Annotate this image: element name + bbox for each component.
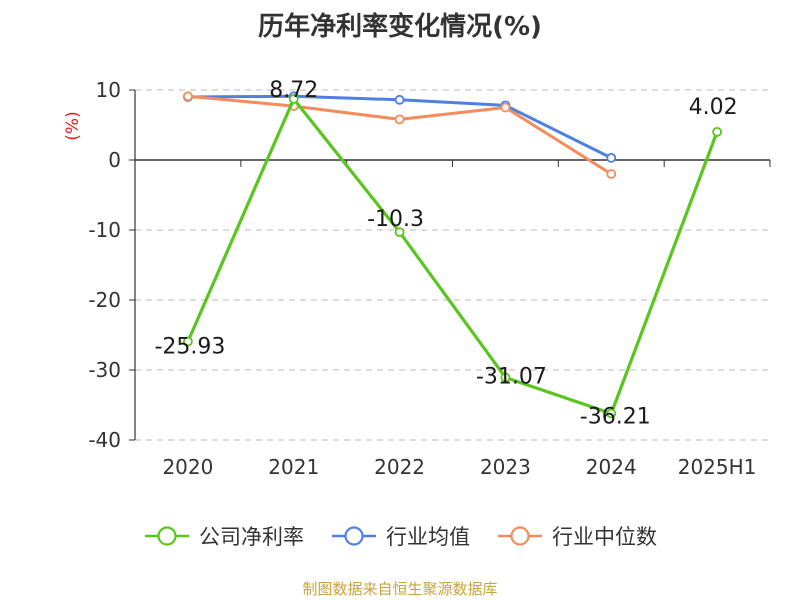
data-point (394, 227, 405, 238)
data-point (500, 102, 511, 113)
axes (129, 89, 771, 441)
data-label: -36.21 (580, 404, 651, 429)
x-tick-label: 2025H1 (678, 455, 757, 479)
x-tick-label: 2024 (586, 455, 637, 479)
legend-marker-circle (510, 526, 530, 546)
data-point (183, 91, 193, 102)
x-tick-label: 2023 (480, 455, 531, 479)
data-label: 4.02 (689, 95, 738, 120)
y-tick-label: 10 (96, 78, 121, 102)
data-point (394, 94, 405, 105)
line-chart: 10 0 -10 -20 -30 -40 2020 2021 2022 2023 2024 2025… (63, 78, 771, 479)
data-point (606, 169, 617, 179)
x-tick-label: 2020 (162, 455, 213, 479)
data-label: 8.72 (269, 78, 318, 103)
y-tick-label: -20 (88, 288, 121, 312)
data-label: -31.07 (476, 364, 547, 389)
legend: 公司净利率 行业均值 行业中位数 (0, 518, 800, 554)
x-tick-label: 2021 (268, 455, 319, 479)
data-point (500, 372, 511, 383)
chart-title: 历年净利率变化情况(%) (258, 12, 542, 42)
data-point (712, 126, 722, 137)
series-lines (183, 91, 722, 419)
legend-label: 公司净利率 (199, 525, 304, 549)
y-tick-label: -30 (88, 358, 121, 382)
legend-item-1: 行业均值 (330, 521, 470, 551)
y-tick-label: -40 (88, 428, 121, 452)
y-tick-label: 0 (108, 148, 121, 172)
x-tick-labels: 2020 2021 2022 2023 2024 2025H1 (162, 455, 756, 479)
legend-marker-icon (332, 526, 376, 546)
data-point (183, 336, 193, 347)
data-point (606, 152, 617, 163)
series-line-1 (187, 94, 612, 160)
series-line-2 (187, 94, 613, 176)
legend-marker-icon (145, 526, 189, 546)
legend-label: 行业中位数 (552, 525, 657, 549)
data-point (394, 114, 405, 125)
legend-marker-circle (344, 526, 364, 546)
legend-marker-icon (498, 526, 542, 546)
y-axis-label: (%) (63, 111, 83, 140)
x-tick-label: 2022 (374, 455, 425, 479)
data-label: -25.93 (154, 335, 225, 360)
legend-item-2: 行业中位数 (496, 521, 657, 551)
legend-label: 行业均值 (386, 525, 470, 549)
data-source: 制图数据来自恒生聚源数据库 (302, 580, 498, 598)
legend-marker-circle (157, 526, 177, 546)
series-line-0 (186, 97, 719, 416)
y-tick-label: -10 (88, 218, 121, 242)
data-labels: -25.93 8.72 -10.3 -31.07 -36.21 4.02 (154, 78, 737, 430)
data-point (606, 408, 617, 419)
y-tick-labels: 10 0 -10 -20 -30 -40 (88, 78, 121, 452)
data-point (288, 94, 299, 104)
gridlines (135, 89, 770, 441)
data-label: -10.3 (367, 207, 424, 232)
legend-item-0: 公司净利率 (143, 521, 304, 551)
